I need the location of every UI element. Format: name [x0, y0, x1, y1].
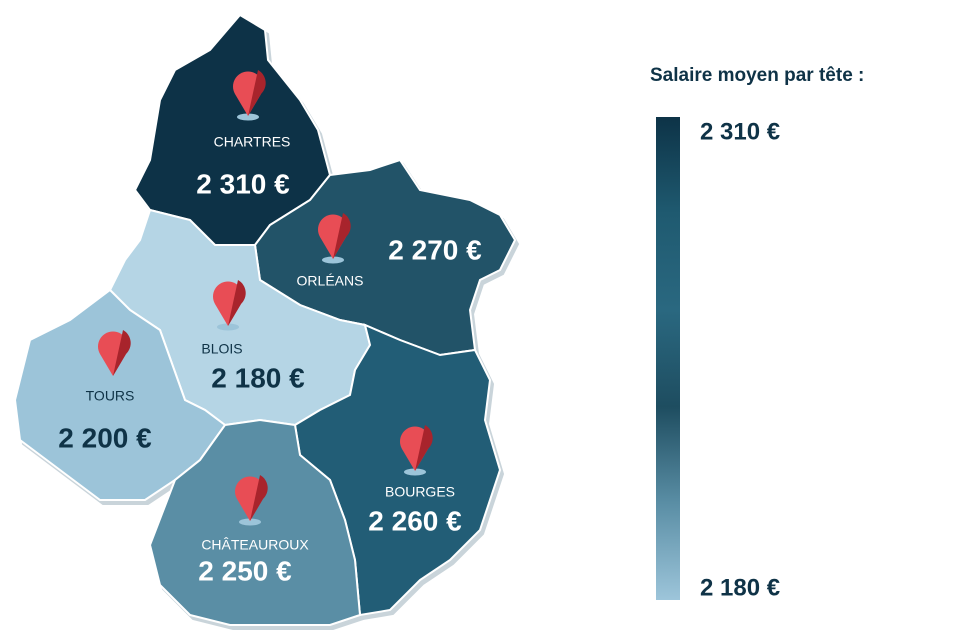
pin [233, 70, 266, 121]
pin-shade [113, 330, 131, 376]
pin-shade [250, 475, 268, 521]
city-name: ORLÉANS [297, 273, 364, 289]
regions [13, 13, 517, 626]
salary: 2 200 € [58, 422, 152, 453]
legend-max: 2 310 € [700, 118, 780, 145]
salary: 2 310 € [196, 168, 290, 199]
pin [318, 213, 351, 264]
salary: 2 260 € [368, 505, 462, 536]
salary: 2 270 € [388, 234, 482, 265]
pin-shade [228, 280, 246, 326]
pin-shade [333, 213, 351, 259]
pin [213, 280, 246, 331]
legend-title: Salaire moyen par tête : [650, 65, 864, 86]
pin [98, 330, 131, 381]
city-name: TOURS [86, 388, 135, 404]
legend-min: 2 180 € [700, 574, 780, 601]
region [293, 323, 502, 617]
city-name: BLOIS [201, 341, 242, 357]
pin-shadow [239, 518, 261, 526]
city-name: CHÂTEAUROUX [201, 537, 309, 553]
region [13, 288, 227, 501]
legend-gradient [656, 117, 680, 600]
labels: CHARTRES 2 310 € ORLÉANS 2 270 € BLOIS 2 180 … [58, 70, 482, 586]
city-name: BOURGES [385, 484, 455, 500]
city-name: CHARTRES [214, 134, 291, 150]
pin-shadow [322, 256, 344, 264]
salary: 2 180 € [211, 362, 305, 393]
pin-shadow [237, 113, 259, 121]
pin [235, 475, 268, 526]
pin-shade [415, 425, 433, 471]
pin-shadow [102, 373, 124, 381]
pin [400, 425, 433, 476]
pin-shadow [217, 323, 239, 331]
pin-shade [248, 70, 266, 116]
salary: 2 250 € [198, 555, 292, 586]
pin-shadow [404, 468, 426, 476]
